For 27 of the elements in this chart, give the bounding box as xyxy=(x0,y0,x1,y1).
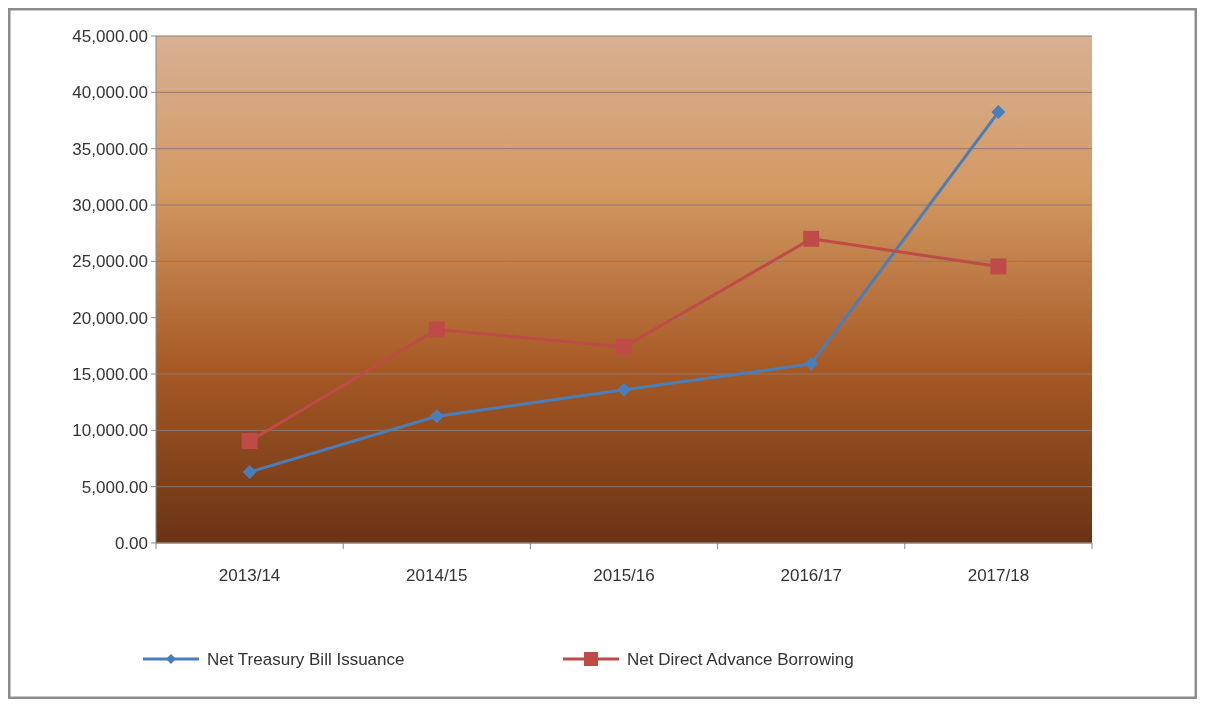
y-tick-label: 35,000.00 xyxy=(72,139,148,159)
x-tick-label: 2013/14 xyxy=(218,566,281,585)
point xyxy=(803,230,820,247)
y-tick-label: 30,000.00 xyxy=(72,195,148,215)
y-tick-label: 10,000.00 xyxy=(72,421,148,441)
y-tick-label: 5,000.00 xyxy=(81,477,148,497)
y-tick-label: 25,000.00 xyxy=(72,252,148,272)
point xyxy=(429,409,444,424)
point xyxy=(242,465,257,480)
legend-label: Net Direct Advance Borrowing xyxy=(627,649,854,669)
legend-label: Net Treasury Bill Issuance xyxy=(207,649,405,669)
x-tick-label: 2016/17 xyxy=(780,566,842,585)
point xyxy=(241,433,258,450)
y-tick-label: 0.00 xyxy=(114,533,148,553)
point xyxy=(804,356,819,371)
x-tick-label: 2017/18 xyxy=(967,566,1030,585)
point xyxy=(616,338,632,355)
point xyxy=(991,105,1006,120)
point xyxy=(428,321,445,338)
point xyxy=(990,258,1007,275)
x-tick-label: 2015/16 xyxy=(593,566,655,585)
x-tick-label: 2014/15 xyxy=(406,566,468,585)
y-tick-label: 15,000.00 xyxy=(72,364,148,384)
point xyxy=(617,382,631,397)
y-tick-label: 20,000.00 xyxy=(72,308,148,328)
y-tick-label: 40,000.00 xyxy=(72,83,148,103)
y-tick-label: 45,000.00 xyxy=(72,26,148,46)
